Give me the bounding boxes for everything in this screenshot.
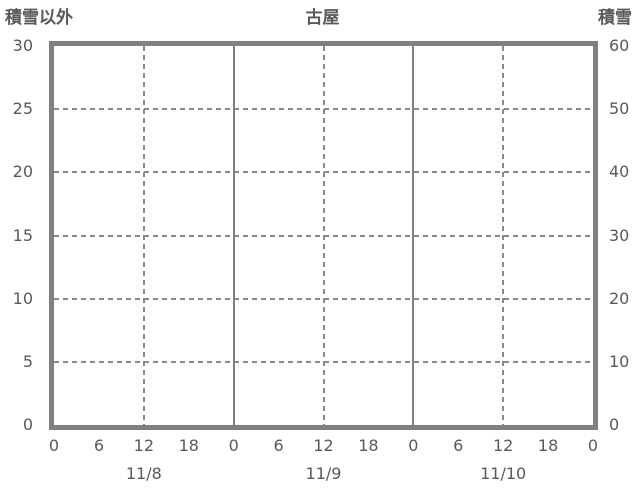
- right-axis-tick-label: 0: [609, 415, 620, 434]
- plot-area-border: [49, 41, 598, 430]
- day-boundary-gridline: [412, 46, 415, 425]
- chart-title: 古屋: [305, 8, 340, 28]
- left-axis-title: 積雪以外: [5, 8, 73, 28]
- x-axis-hour-label: 12: [492, 436, 514, 455]
- left-axis-tick-label: 30: [12, 36, 33, 55]
- x-axis-hour-label: 18: [537, 436, 559, 455]
- left-axis-tick-label: 15: [12, 225, 33, 245]
- day-boundary-gridline: [232, 46, 235, 425]
- x-axis-hour-label: 0: [228, 436, 239, 455]
- left-axis-tick-label: 5: [22, 351, 33, 371]
- right-axis-tick-label: 10: [609, 351, 630, 371]
- x-axis-hour-label: 6: [273, 436, 284, 455]
- x-axis-hour-label: 6: [93, 436, 104, 455]
- midday-gridline: [142, 46, 145, 425]
- x-axis-date-label: 11/9: [305, 464, 342, 483]
- x-axis-date-label: 11/8: [125, 464, 162, 483]
- right-axis-tick-label: 60: [609, 36, 630, 55]
- x-axis-hour-label: 0: [48, 436, 60, 455]
- plot-area: 30 25 20 15 10 5 0 60 50 40 30 20 10 0 0 6 12 18 0 6 12 18 0 6 1…: [13, 38, 630, 482]
- left-axis-tick-label: 10: [12, 288, 33, 308]
- left-axis-tick-label: 25: [12, 99, 33, 119]
- right-axis-tick-label: 50: [609, 99, 630, 119]
- x-axis-hour-label: 12: [133, 436, 155, 455]
- x-axis-hour-label: 6: [453, 436, 464, 455]
- right-axis-title: 積雪: [598, 8, 632, 28]
- left-axis-tick-label: 20: [12, 162, 33, 182]
- x-axis-hour-label: 0: [587, 436, 599, 455]
- right-axis-tick-label: 20: [609, 288, 630, 308]
- x-axis-date-label: 11/10: [480, 464, 527, 483]
- left-axis-tick-label: 0: [22, 415, 33, 434]
- x-axis-hour-label: 18: [178, 436, 199, 455]
- right-axis-tick-label: 40: [609, 162, 630, 182]
- right-axis-tick-label: 30: [609, 225, 630, 245]
- midday-gridline: [322, 46, 325, 425]
- x-axis-hour-label: 0: [408, 436, 419, 455]
- x-axis-hour-label: 18: [358, 436, 379, 455]
- x-axis-hour-label: 12: [313, 436, 334, 455]
- midday-gridline: [502, 46, 505, 425]
